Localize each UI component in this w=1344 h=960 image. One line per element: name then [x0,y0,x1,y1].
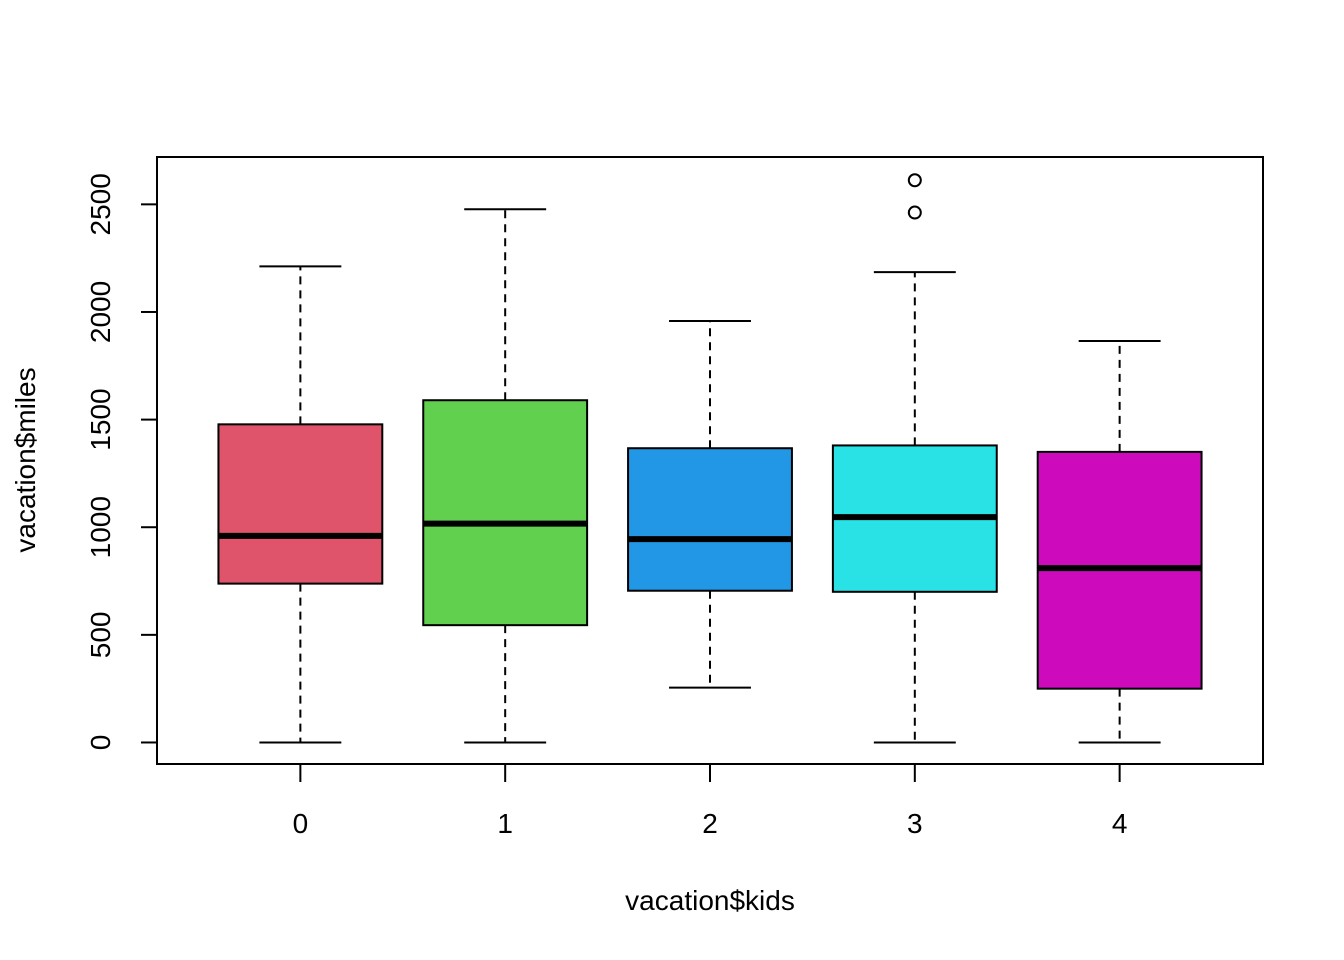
box-group-3 [831,173,998,744]
boxes-layer [217,173,1203,744]
x-tick-label: 1 [497,808,513,839]
y-tick-label: 500 [85,611,116,658]
y-axis-title: vacation$miles [10,367,41,552]
x-tick-label: 4 [1112,808,1128,839]
box-1 [422,399,589,627]
y-tick-label: 0 [85,735,116,751]
box-group-2 [627,320,793,689]
y-axis: 0 500 1000 1500 2000 2500 [85,173,157,750]
box-group-0 [217,265,384,744]
outlier-point [907,173,922,188]
x-tick-label: 2 [702,808,718,839]
box-2 [627,447,793,592]
x-tick-label: 0 [293,808,309,839]
box-group-1 [422,208,589,744]
box-group-4 [1036,340,1203,744]
y-tick-label: 1000 [85,496,116,558]
y-tick-label: 2000 [85,281,116,343]
y-tick-label: 2500 [85,173,116,235]
x-tick-label: 3 [907,808,923,839]
outlier-point [907,205,922,220]
box-0 [217,423,384,585]
x-axis: 0 1 2 3 4 [293,764,1128,839]
y-tick-label: 1500 [85,388,116,450]
x-axis-title: vacation$kids [625,885,795,916]
